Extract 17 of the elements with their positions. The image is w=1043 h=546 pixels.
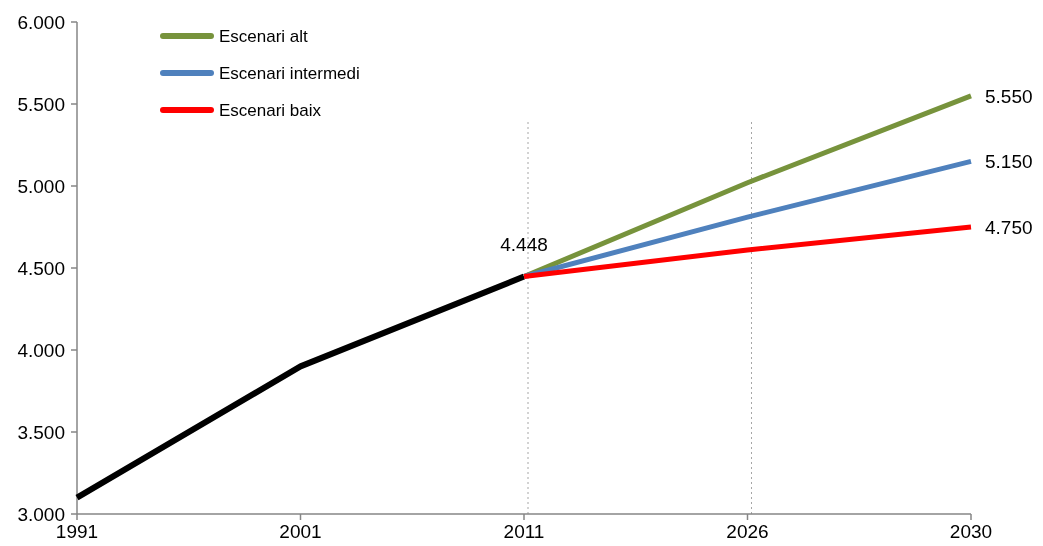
y-tick-label: 4.000 [17,339,65,361]
data-label: 5.550 [985,85,1033,107]
x-tick-label: 2001 [279,521,322,542]
legend-label: Escenari baix [219,101,322,121]
y-tick-label: 5.500 [17,93,65,115]
data-label: 5.150 [985,151,1033,173]
x-tick-label: 2011 [503,521,545,542]
data-label: 4.448 [500,233,548,255]
legend-label: Escenari alt [219,27,309,47]
y-tick-label: 4.500 [17,257,65,279]
data-label: 4.750 [985,216,1033,238]
legend-label: Escenari intermedi [219,64,360,84]
x-tick-label: 2026 [726,521,769,542]
y-tick-label: 5.000 [17,175,65,197]
y-tick-label: 3.500 [17,421,65,443]
y-tick-label: 6.000 [17,11,65,33]
x-tick-label: 2030 [949,521,993,542]
